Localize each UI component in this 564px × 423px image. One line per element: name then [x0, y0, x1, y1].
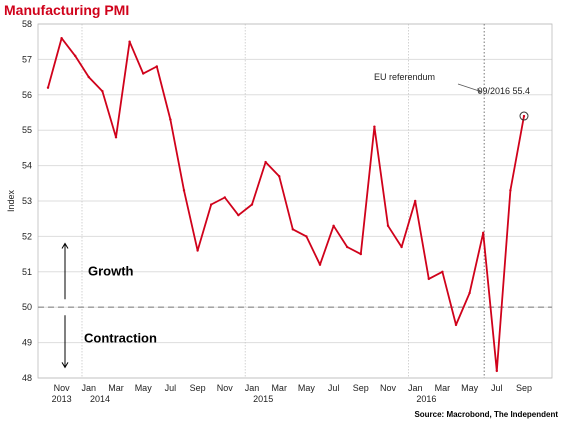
x-tick-label: Jul [165, 383, 177, 393]
data-point [305, 235, 308, 238]
grid-layer [37, 23, 553, 379]
x-tick-label: Mar [435, 383, 451, 393]
y-tick-label: 55 [22, 125, 32, 135]
arrow-down-icon [61, 362, 69, 369]
axis-layer: 48 49 50 51 52 53 54 55 56 57 58 Nov Jan Mar May Jul Sep… [6, 19, 532, 404]
data-point [427, 277, 430, 281]
data-point [250, 203, 254, 206]
year-label: 2014 [90, 394, 110, 404]
y-tick-label: 58 [22, 19, 32, 29]
x-tick-label: Mar [271, 383, 287, 393]
x-tick-label: Sep [516, 383, 532, 393]
y-tick-label: 56 [22, 90, 32, 100]
data-point [74, 54, 77, 58]
x-tick-label: May [461, 383, 479, 393]
data-point [495, 369, 498, 373]
arrow-up-icon [61, 242, 69, 249]
data-point [278, 175, 281, 178]
data-point [482, 231, 485, 235]
data-point [196, 249, 199, 252]
data-point [441, 270, 444, 273]
y-tick-label: 51 [22, 267, 32, 277]
series-layer [46, 36, 526, 373]
last-point-label: 09/2016 55.4 [477, 86, 530, 96]
data-point [332, 224, 335, 227]
x-tick-label: Sep [190, 383, 206, 393]
data-point [359, 252, 362, 256]
data-point [60, 36, 63, 40]
data-point [318, 263, 322, 266]
data-point [101, 90, 104, 93]
last-point-marker [519, 111, 529, 121]
data-point [386, 224, 390, 227]
data-point [210, 203, 213, 206]
data-point [223, 196, 226, 199]
y-tick-label: 52 [22, 231, 32, 241]
y-tick-label: 57 [22, 54, 32, 64]
data-point [373, 125, 376, 128]
y-tick-label: 50 [22, 302, 32, 312]
data-point [114, 136, 118, 139]
data-point [182, 189, 186, 192]
data-point [400, 245, 403, 249]
x-tick-label: May [298, 383, 316, 393]
x-tick-label: Jan [245, 383, 260, 393]
data-point [264, 160, 267, 164]
x-tick-label: Sep [353, 383, 369, 393]
source-note: Source: Macrobond, The Independent [414, 410, 558, 419]
data-point [237, 213, 240, 217]
x-tick-label: Jan [82, 383, 97, 393]
data-point [414, 199, 417, 203]
data-point [454, 323, 458, 327]
x-tick-label: Nov [380, 383, 397, 393]
x-tick-label: Jul [491, 383, 503, 393]
contraction-label: Contraction [84, 331, 157, 346]
x-tick-label: Nov [54, 383, 71, 393]
data-point [509, 189, 512, 192]
arrow-head-icon [477, 88, 483, 93]
y-axis-label: Index [6, 189, 16, 212]
pmi-series-line [47, 37, 525, 372]
data-point [128, 40, 131, 43]
year-label: 2015 [253, 394, 273, 404]
chart-title: Manufacturing PMI [4, 2, 130, 18]
data-point [46, 86, 50, 89]
y-tick-label: 53 [22, 196, 32, 206]
data-point [155, 65, 158, 68]
year-label: 2016 [416, 394, 436, 404]
y-tick-label: 49 [22, 338, 32, 348]
data-point [87, 75, 91, 79]
plot-border [37, 23, 553, 379]
x-tick-label: Jan [408, 383, 423, 393]
data-point [346, 245, 349, 249]
x-tick-label: Mar [108, 383, 124, 393]
x-tick-label: May [135, 383, 153, 393]
year-label: 2013 [52, 394, 72, 404]
data-point [522, 114, 526, 118]
y-tick-label: 48 [22, 373, 32, 383]
eu-referendum-label: EU referendum [374, 72, 435, 82]
x-tick-label: Nov [217, 383, 234, 393]
data-point [142, 72, 145, 75]
data-point [291, 228, 294, 231]
y-tick-label: 54 [22, 161, 32, 171]
data-point [468, 291, 471, 295]
x-tick-label: Jul [328, 383, 340, 393]
annotation-layer: 09/2016 55.4 EU referendum Growth Contracti… [61, 72, 530, 369]
growth-label: Growth [88, 263, 134, 278]
data-point [169, 118, 172, 121]
